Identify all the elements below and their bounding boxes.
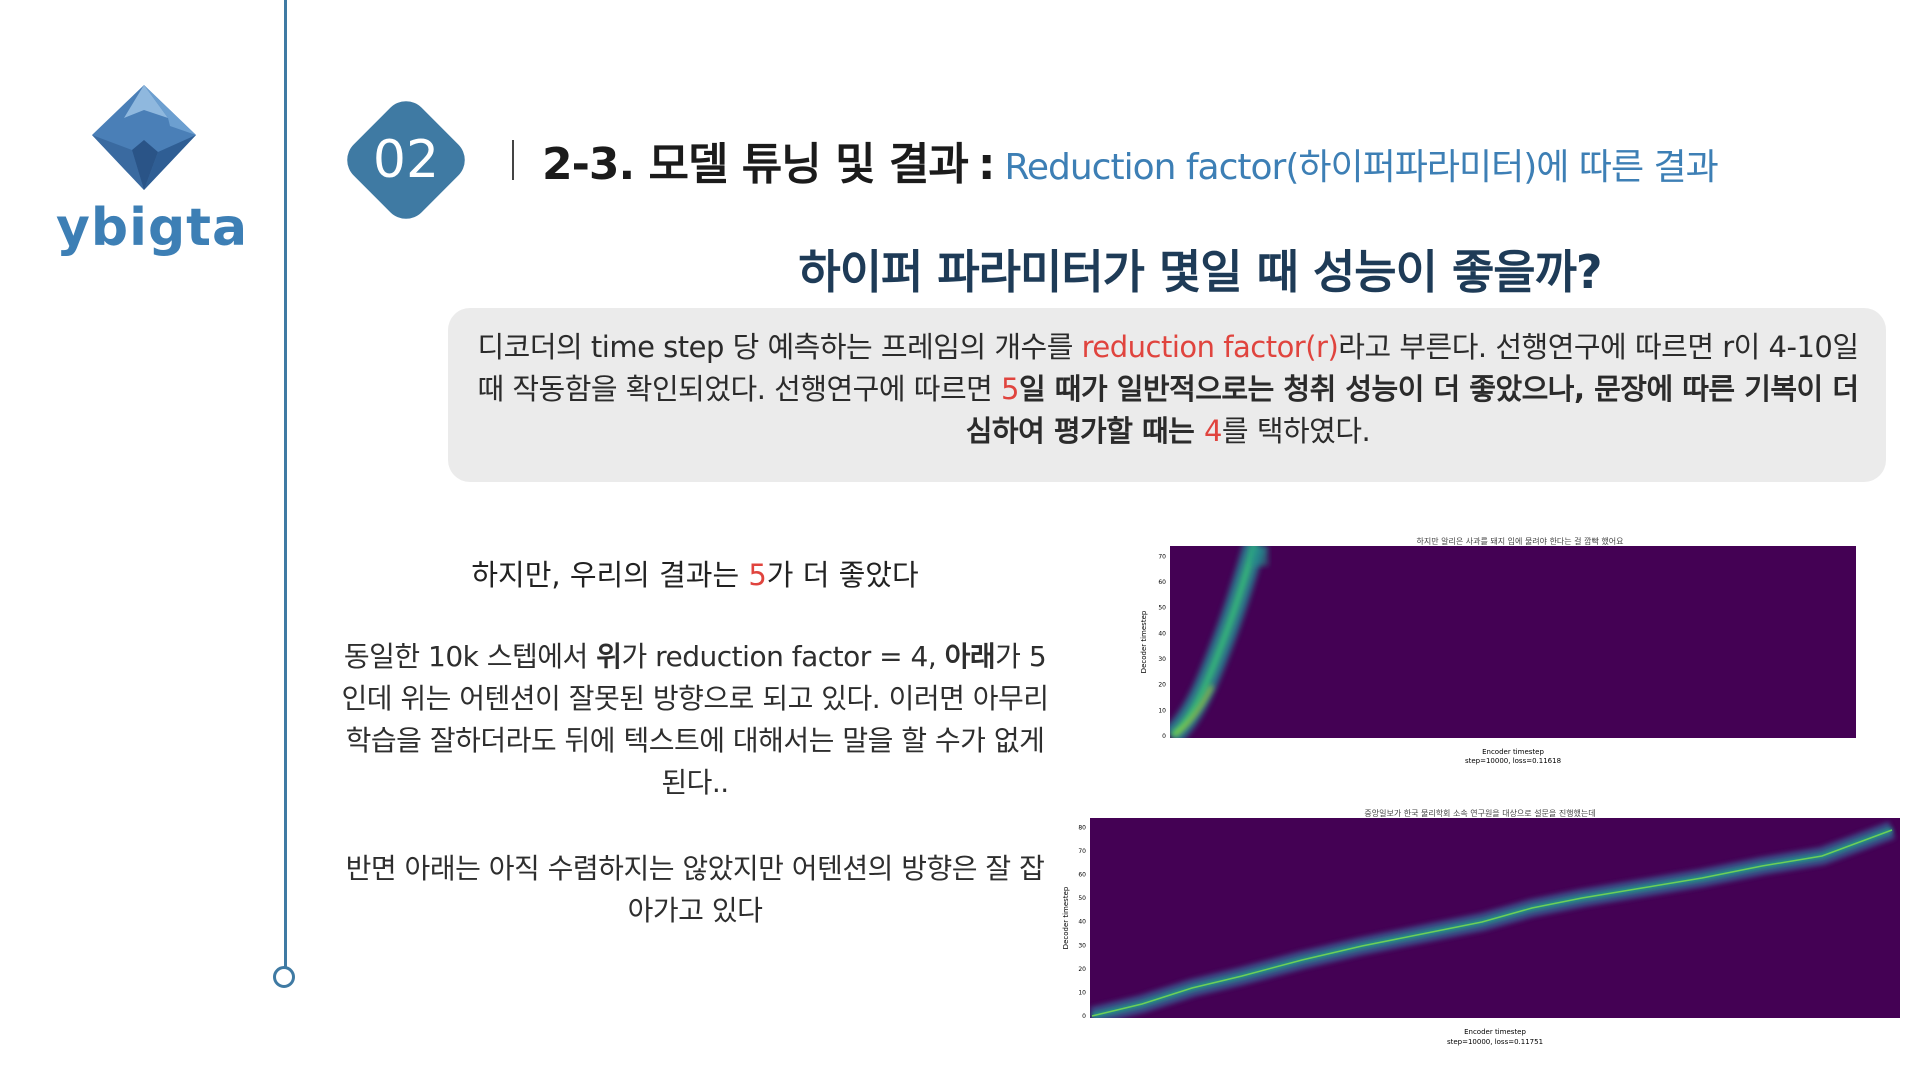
question-heading: 하이퍼 파라미터가 몇일 때 성능이 좋을까? [798, 245, 1602, 299]
result-statement: 하지만, 우리의 결과는 5가 더 좋았다 [340, 552, 1050, 594]
title-separator [512, 140, 514, 180]
section-number: 02 [372, 130, 440, 190]
y-tick-label: 0 [1162, 733, 1166, 740]
para-text: 가 reduction factor = 4, [621, 640, 945, 673]
result-statement-post: 가 더 좋았다 [766, 558, 919, 592]
plot2-caption: step=10000, loss=0.11751 [1447, 1038, 1543, 1046]
info-text-part: 디코더의 time step 당 예측하는 프레임의 개수를 [477, 330, 1082, 364]
y-tick-label: 0 [1082, 1013, 1086, 1020]
y-tick-label: 50 [1158, 605, 1166, 612]
attention-plot-bottom: Decoder timestep Encoder timestep step=1… [1062, 818, 1900, 1046]
plot2-title: 중앙일보가 한국 물리학회 소속 연구원을 대상으로 설문을 진행했는데 [1364, 809, 1596, 818]
section-title-main: 2-3. 모델 튜닝 및 결과 [542, 139, 969, 190]
plot1-caption: step=10000, loss=0.11618 [1465, 757, 1561, 765]
info-highlight-five: 5 [1001, 372, 1019, 406]
ybigta-logo-icon [92, 85, 196, 190]
info-text-bold: 일 때가 일반적으로는 청취 성능이 더 좋았으나, 문장에 따른 기복이 더 … [965, 372, 1859, 448]
conclusion-paragraph: 반면 아래는 아직 수렴하지는 않았지만 어텐션의 방향은 잘 잡아가고 있다 [345, 852, 1045, 927]
brand-logo-text: ybigta [56, 198, 249, 258]
vertical-divider [284, 0, 287, 972]
section-subtitle: Reduction factor(하이퍼파라미터)에 따른 결과 [1004, 147, 1718, 188]
para-bold-bottom: 아래 [944, 640, 996, 673]
para-text: 동일한 10k 스텝에서 [343, 640, 597, 673]
y-tick-label: 40 [1158, 630, 1166, 637]
plot1-ylabel: Decoder timestep [1140, 610, 1148, 673]
y-tick-label: 60 [1078, 872, 1086, 879]
y-tick-label: 20 [1078, 966, 1086, 973]
section-title: 2-3. 모델 튜닝 및 결과: Reduction factor(하이퍼파라미터… [542, 128, 1719, 192]
result-highlight-five: 5 [748, 558, 767, 592]
plot1-title: 하지만 알리은 사과를 돼지 입에 물려야 한다는 걸 깜빡 했어요 [1416, 537, 1624, 546]
y-tick-label: 40 [1078, 919, 1086, 926]
info-highlight-four: 4 [1203, 414, 1222, 448]
y-tick-label: 30 [1158, 656, 1166, 663]
y-tick-label: 20 [1158, 682, 1166, 689]
divider-end-circle [273, 966, 295, 988]
attention-plot-top: Decoder timestep Encoder timestep step=1… [1140, 546, 1856, 765]
plot2-ylabel: Decoder timestep [1062, 886, 1070, 949]
title-colon: : [977, 139, 996, 190]
y-tick-label: 70 [1078, 848, 1086, 855]
para-text: 가 5인데 위는 어텐션이 잘못된 방향으로 되고 있다. 이러면 아무리 학습… [341, 640, 1049, 799]
info-text: 디코더의 time step 당 예측하는 프레임의 개수를 reduction… [468, 326, 1868, 452]
para-bold-top: 위 [596, 640, 622, 673]
comparison-paragraph: 동일한 10k 스텝에서 위가 reduction factor = 4, 아래… [340, 636, 1050, 804]
info-text-part: 를 택하였다. [1221, 414, 1371, 448]
result-statement-pre: 하지만, 우리의 결과는 [471, 558, 749, 592]
y-tick-label: 50 [1078, 895, 1086, 902]
y-tick-label: 30 [1078, 942, 1086, 949]
y-tick-label: 10 [1158, 707, 1166, 714]
info-highlight-reduction-factor: reduction factor(r) [1081, 330, 1339, 364]
y-tick-label: 80 [1078, 824, 1086, 831]
info-box [448, 308, 1886, 482]
y-tick-label: 70 [1158, 553, 1166, 560]
plot2-xlabel: Encoder timestep [1464, 1028, 1526, 1036]
y-tick-label: 10 [1078, 989, 1086, 996]
info-text-part: 라고 부른다. 선행연구에 따르면 r이 4-10일 때 작동함을 확인되었다.… [477, 330, 1859, 406]
section-badge-diamond [347, 101, 465, 219]
y-tick-label: 60 [1158, 579, 1166, 586]
plot1-xlabel: Encoder timestep [1482, 748, 1544, 756]
